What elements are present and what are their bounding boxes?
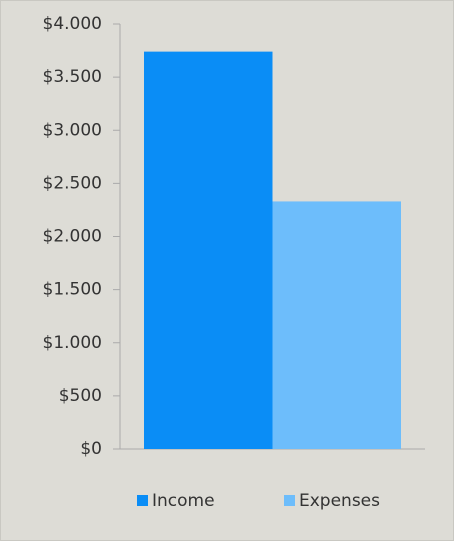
legend-label: Expenses — [299, 491, 380, 511]
y-tick-label: $2.000 — [43, 227, 102, 247]
legend-swatch — [137, 495, 148, 506]
legend-label: Income — [152, 491, 215, 511]
y-tick-label: $1.000 — [43, 333, 102, 353]
y-tick-label: $3.000 — [43, 120, 102, 140]
bar — [144, 51, 273, 449]
y-tick-label: $1.500 — [43, 280, 102, 300]
y-tick-label: $500 — [59, 386, 102, 406]
y-tick-label: $3.500 — [43, 67, 102, 87]
legend-swatch — [284, 495, 295, 506]
y-tick-label: $0 — [80, 439, 102, 459]
bar — [272, 201, 401, 449]
y-tick-label: $2.500 — [43, 173, 102, 193]
y-tick-label: $4.000 — [43, 14, 102, 34]
